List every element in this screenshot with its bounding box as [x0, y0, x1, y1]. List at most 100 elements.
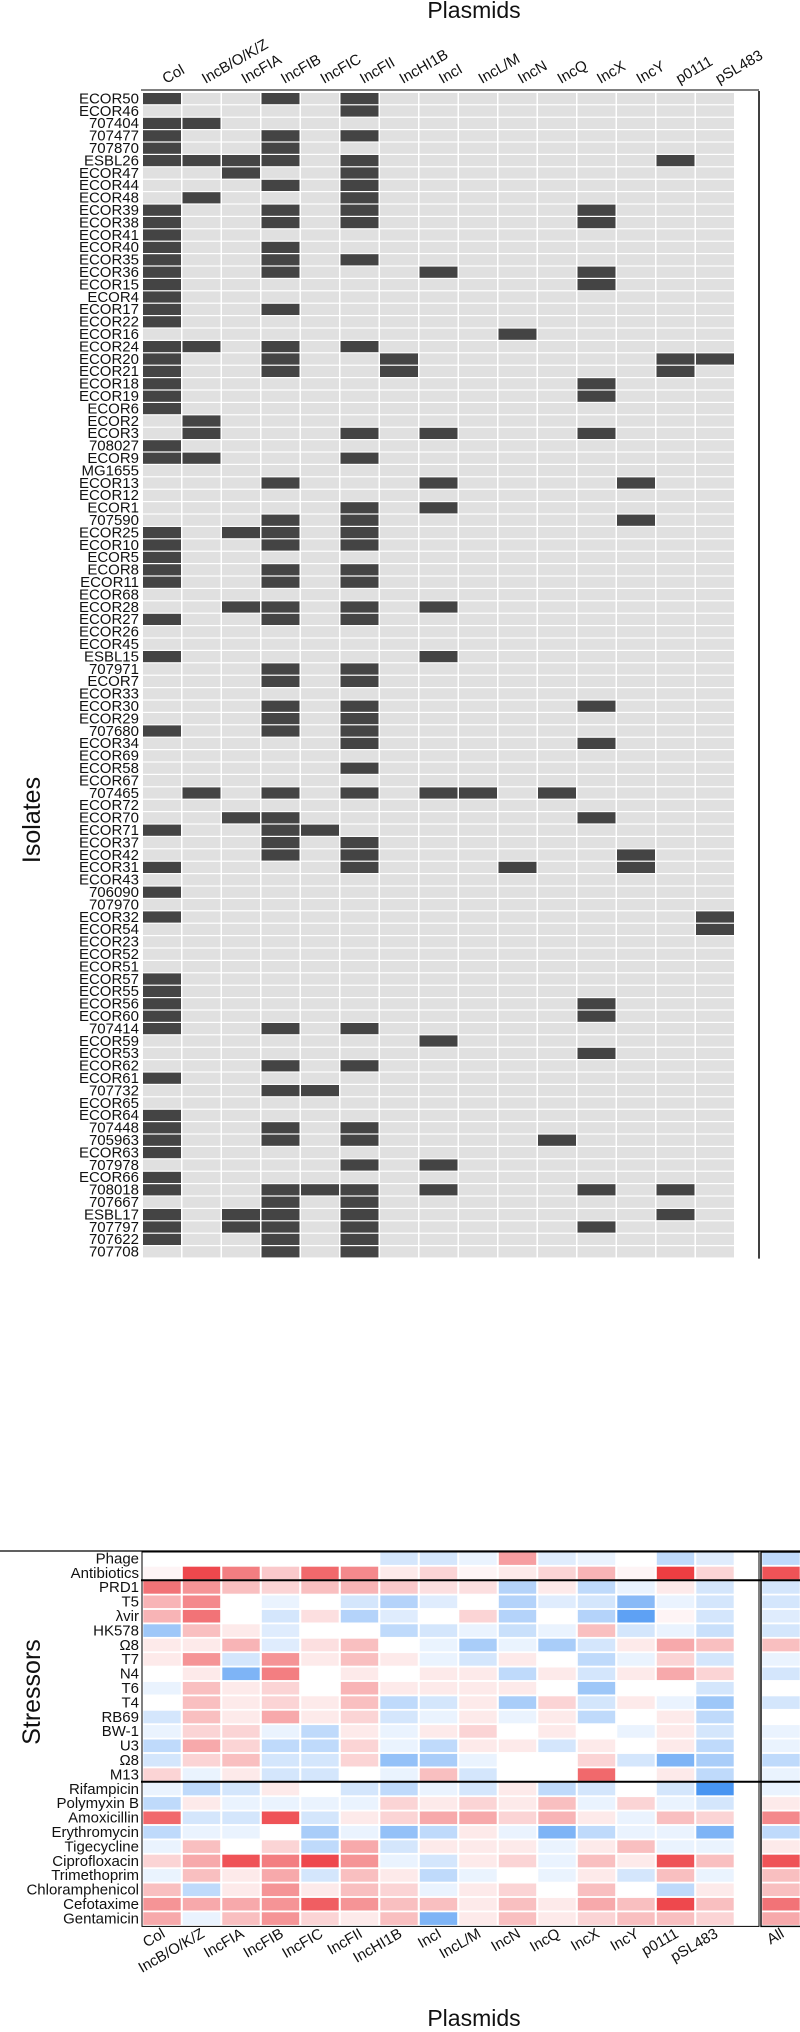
presence-cell: [656, 527, 695, 539]
stressor-cell: [695, 1638, 735, 1652]
isolate-label: ESBL26: [84, 152, 139, 169]
presence-cell: [340, 204, 379, 216]
presence-cell: [222, 502, 260, 514]
stressor-cell: [537, 1623, 577, 1638]
presence-cell: [459, 117, 497, 129]
presence-cell: [301, 105, 339, 117]
presence-cell: [538, 465, 576, 477]
presence-cell: [696, 1072, 734, 1084]
presence-cell: [459, 1097, 497, 1109]
presence-cell: [459, 998, 497, 1010]
presence-cell: [696, 440, 734, 452]
presence-cell: [301, 254, 339, 266]
presence-cell: [380, 675, 418, 687]
presence-cell: [261, 427, 300, 439]
presence-cell: [617, 390, 655, 402]
presence-cell: [498, 279, 537, 291]
presence-cell: [301, 179, 339, 191]
presence-cell: [459, 936, 497, 948]
presence-cell: [538, 365, 576, 377]
presence-cell: [538, 1196, 576, 1208]
presence-cell: [380, 1159, 418, 1171]
presence-cell: [301, 675, 339, 687]
stressor-cell: [261, 1580, 300, 1595]
presence-cell: [340, 899, 379, 911]
isolate-label: ECOR63: [79, 1144, 139, 1161]
stressor-cell: [300, 1753, 340, 1768]
presence-cell: [419, 861, 458, 873]
presence-cell: [261, 626, 300, 638]
isolate-label: 707708: [89, 1244, 139, 1261]
presence-cell: [498, 266, 537, 278]
isolate-label: ECOR10: [79, 537, 139, 554]
stressor-cell: [695, 1796, 735, 1811]
presence-cell: [301, 874, 339, 886]
presence-cell: [222, 576, 260, 588]
presence-cell: [459, 1023, 497, 1035]
stressor-cell: [379, 1753, 419, 1768]
stressor-cell: [577, 1724, 616, 1739]
stressor-cell: [656, 1810, 695, 1825]
presence-cell: [419, 886, 458, 898]
presence-cell: [419, 539, 458, 551]
presence-cell: [380, 1035, 418, 1047]
presence-cell: [261, 1072, 300, 1084]
stressor-cell: [142, 1753, 182, 1768]
stressor-cell: [340, 1854, 379, 1868]
presence-cell: [182, 241, 221, 253]
presence-cell: [222, 1010, 260, 1022]
stressor-cell: [616, 1580, 656, 1595]
presence-cell: [696, 576, 734, 588]
presence-cell: [182, 1134, 221, 1146]
presence-cell: [577, 998, 616, 1010]
stressor-cell: [182, 1638, 221, 1652]
presence-cell: [459, 626, 497, 638]
presence-cell: [143, 700, 181, 712]
bottom-column-label: IncFIB: [240, 1925, 286, 1961]
presence-cell: [696, 564, 734, 576]
presence-cell: [577, 502, 616, 514]
stressor-cell: [340, 1609, 379, 1624]
presence-cell: [261, 812, 300, 824]
presence-cell: [182, 1122, 221, 1134]
presence-cell: [459, 973, 497, 985]
isolate-label: ECOR65: [79, 1095, 139, 1112]
presence-cell: [538, 911, 576, 923]
presence-cell: [182, 688, 221, 700]
presence-cell: [696, 762, 734, 774]
presence-cell: [538, 539, 576, 551]
presence-cell: [261, 725, 300, 737]
presence-cell: [538, 886, 576, 898]
presence-cell: [577, 799, 616, 811]
presence-cell: [617, 378, 655, 390]
stressor-cell: [300, 1580, 340, 1595]
isolates-axis-title: Isolates: [18, 777, 46, 863]
presence-cell: [656, 762, 695, 774]
presence-cell: [261, 1246, 300, 1258]
presence-cell: [538, 167, 576, 179]
presence-cell: [459, 378, 497, 390]
presence-cell: [577, 279, 616, 291]
stressor-cell: [656, 1868, 695, 1883]
presence-cell: [577, 1010, 616, 1022]
presence-cell: [222, 1159, 260, 1171]
presence-cell: [182, 179, 221, 191]
presence-cell: [617, 874, 655, 886]
presence-cell: [419, 167, 458, 179]
presence-cell: [577, 155, 616, 167]
presence-cell: [222, 1221, 260, 1233]
bottom-column-label: IncX: [568, 1925, 602, 1955]
stressor-cell: [340, 1580, 379, 1595]
stressor-cell: [761, 1638, 800, 1652]
stressor-cell: [537, 1882, 577, 1897]
presence-cell: [143, 1209, 181, 1221]
stressor-cell: [577, 1580, 616, 1595]
presence-cell: [617, 837, 655, 849]
presence-cell: [143, 378, 181, 390]
presence-cell: [222, 229, 260, 241]
presence-cell: [419, 551, 458, 563]
presence-cell: [182, 663, 221, 675]
presence-cell: [340, 440, 379, 452]
stressor-cell: [616, 1839, 656, 1854]
presence-cell: [261, 254, 300, 266]
